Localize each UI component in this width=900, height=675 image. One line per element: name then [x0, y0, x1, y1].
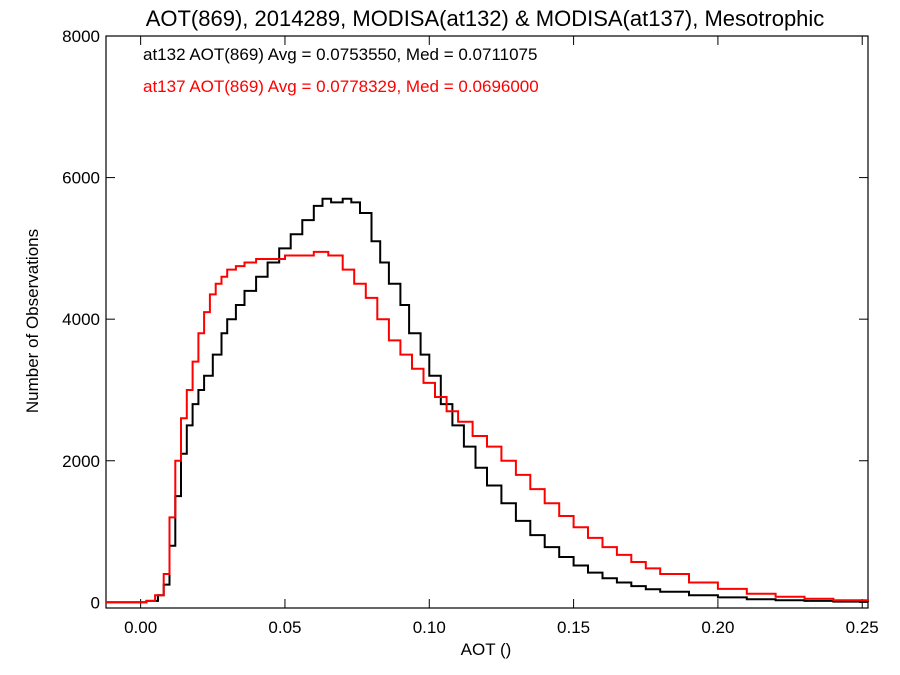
plot-area	[105, 35, 869, 609]
x-tick-label: 0.00	[124, 618, 157, 637]
series-layer	[106, 197, 869, 604]
legend-entry-at132: at132 AOT(869) Avg = 0.0753550, Med = 0.…	[143, 45, 537, 64]
y-axis-label: Number of Observations	[23, 229, 42, 413]
y-tick-label: 8000	[62, 27, 100, 46]
x-axis-label: AOT ()	[461, 640, 512, 659]
x-tick-label: 0.25	[846, 618, 879, 637]
x-tick-label: 0.10	[413, 618, 446, 637]
y-tick-label: 2000	[62, 452, 100, 471]
y-tick-label: 4000	[62, 310, 100, 329]
plot-frame	[105, 35, 869, 609]
y-tick-label: 6000	[62, 169, 100, 188]
x-axis-ticks: 0.00 0.05 0.10 0.15 0.20 0.25	[124, 36, 879, 637]
x-tick-label: 0.15	[557, 618, 590, 637]
x-tick-label: 0.20	[701, 618, 734, 637]
legend-entry-at137: at137 AOT(869) Avg = 0.0778329, Med = 0.…	[143, 77, 539, 96]
y-axis-ticks: 0 2000 4000 6000 8000	[62, 27, 868, 612]
series-line-at137	[106, 250, 869, 604]
y-tick-label: 0	[91, 593, 100, 612]
x-tick-label: 0.05	[268, 618, 301, 637]
series-line-at132	[106, 197, 869, 604]
chart-title: AOT(869), 2014289, MODISA(at132) & MODIS…	[146, 6, 825, 31]
